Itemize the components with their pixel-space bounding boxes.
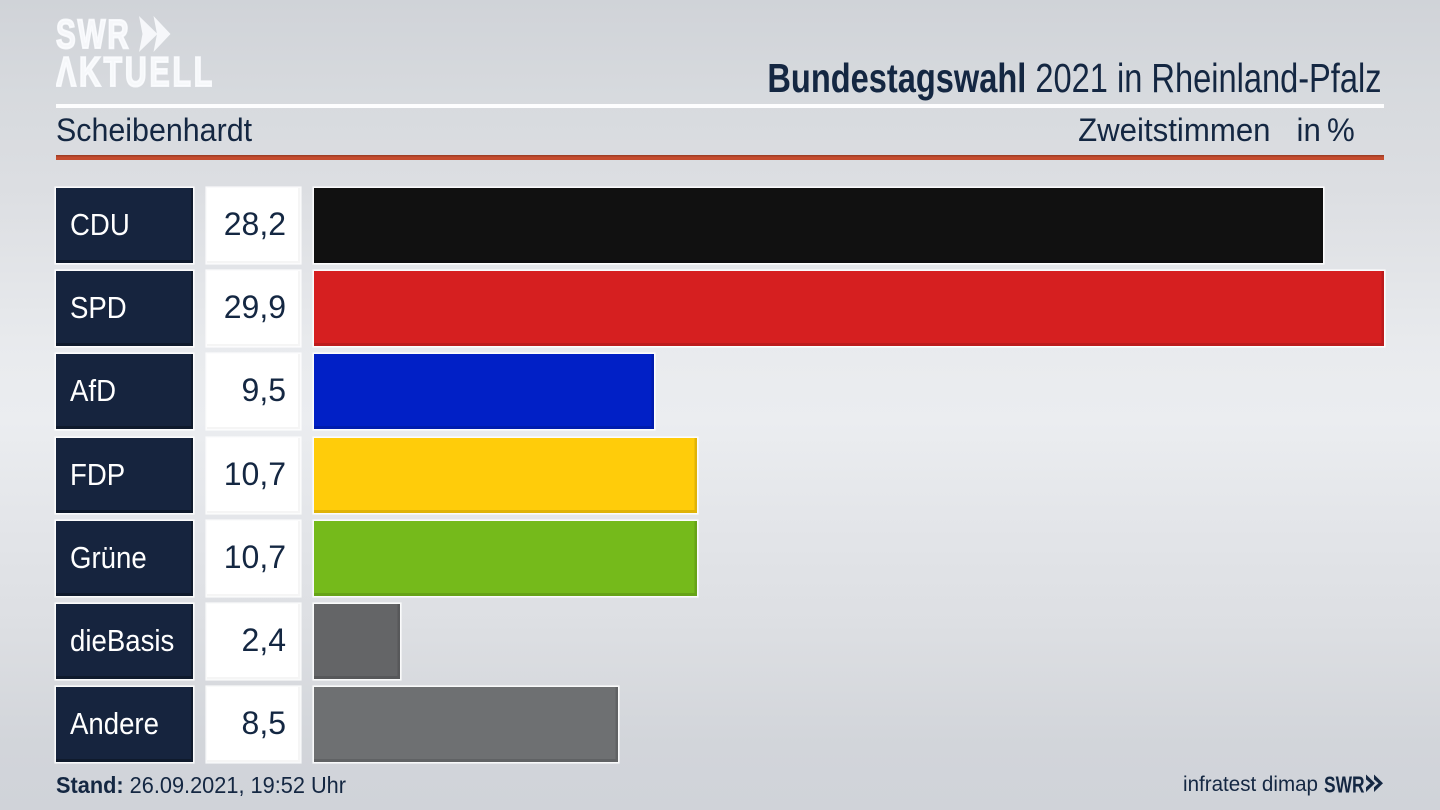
svg-text:ΛKTUELL: ΛKTUELL [56, 48, 212, 90]
svg-text:SWR: SWR [56, 14, 129, 57]
svg-text:SWR: SWR [1324, 773, 1365, 797]
